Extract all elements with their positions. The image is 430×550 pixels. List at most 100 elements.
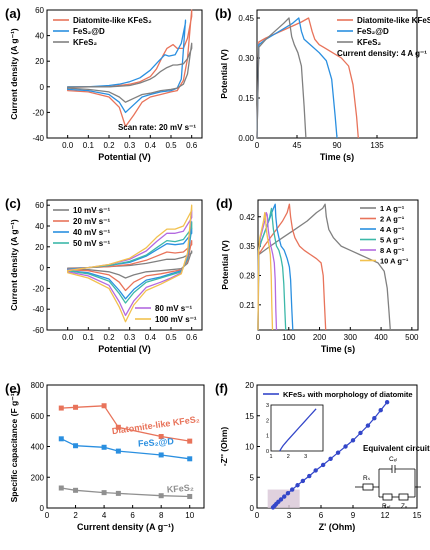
data-point	[350, 438, 356, 443]
legend-entry: 100 mV s⁻¹	[155, 315, 197, 324]
legend-entry: KFeS₂	[73, 38, 97, 47]
plot-frame	[256, 9, 418, 139]
data-point	[58, 405, 64, 411]
y-tick-label: 0	[40, 504, 45, 513]
legend-entry: 20 mV s⁻¹	[73, 217, 110, 226]
x-tick-label: 0	[45, 511, 50, 520]
data-point	[115, 448, 121, 454]
inset-y-tick-label: 3	[266, 403, 269, 409]
data-point	[187, 493, 193, 499]
data-point	[73, 404, 79, 410]
x-tick-label: 8	[159, 511, 164, 520]
y-tick-label: -40	[32, 134, 44, 143]
data-point	[285, 491, 291, 496]
circuit-resistor-rs	[362, 483, 374, 491]
data-point	[335, 450, 341, 455]
x-tick-label: 0	[255, 511, 260, 520]
data-point	[307, 473, 312, 479]
x-tick-label: 3	[287, 511, 292, 520]
panel-tag: (f)	[215, 381, 228, 396]
legend-entry: Diatomite-like KFeS₂	[73, 16, 152, 25]
y-tick-label: -60	[32, 326, 44, 335]
x-tick-label: 0.0	[62, 333, 74, 342]
series-line	[67, 250, 193, 279]
x-tick-label: 10	[185, 511, 194, 520]
legend-entry: 4 A g⁻¹	[380, 225, 405, 234]
x-tick-label: 0.1	[83, 333, 95, 342]
data-point	[158, 452, 164, 458]
y-tick-label: 600	[31, 412, 45, 421]
data-point	[328, 456, 333, 461]
x-tick-label: 0.1	[83, 141, 95, 150]
circuit-rct-label: Rₑₜ	[382, 503, 391, 510]
y-tick-label: 400	[31, 443, 45, 452]
panel-d: 0 100 200 300 400 500 0.21 0.28 0.35 0.42 Time (s)…	[216, 196, 419, 354]
x-tick-label: 2	[73, 511, 78, 520]
x-tick-label: 0.5	[165, 333, 177, 342]
plot-frame	[46, 199, 203, 331]
y-tick-label: 0.42	[239, 213, 255, 222]
data-point	[187, 456, 193, 462]
x-axis-label: Potential (V)	[98, 152, 151, 162]
panel-b: 0 45 90 135 0.00 0.15 0.30 0.45 Time (s) Potentia…	[215, 6, 430, 162]
y-tick-label: 0.28	[239, 271, 255, 280]
panel-e: 0 2 4 6 8 10 0 200 400 600 800 Current density (A g…	[5, 381, 205, 532]
y-tick-label: -20	[32, 108, 44, 117]
y-tick-label: 0	[250, 504, 255, 513]
series-line	[67, 204, 193, 323]
x-tick-label: 0.4	[145, 141, 157, 150]
x-tick-label: 4	[102, 511, 107, 520]
x-tick-label: 0.2	[103, 141, 115, 150]
data-point	[295, 483, 300, 488]
data-point	[187, 438, 193, 444]
inset-y-tick-label: 1	[266, 434, 269, 440]
panel-tag: (c)	[5, 196, 21, 211]
inset-frame	[270, 404, 324, 452]
data-point	[384, 400, 390, 405]
series-line	[67, 9, 193, 128]
y-tick-label: 200	[31, 473, 45, 482]
data-point	[73, 443, 79, 449]
x-tick-label: 400	[374, 333, 388, 342]
y-tick-label: 40	[35, 32, 44, 41]
y-axis-label: -Z'' (Ohm)	[219, 427, 229, 467]
series-line	[67, 221, 193, 304]
circuit-warburg	[398, 493, 409, 501]
x-tick-label: 0.4	[145, 333, 157, 342]
data-point	[378, 408, 383, 413]
series-line	[67, 239, 193, 292]
legend-entry: 8 A g⁻¹	[380, 246, 405, 255]
inset-x-tick-label: 3	[304, 454, 307, 460]
x-tick-label: 500	[405, 333, 419, 342]
data-point	[115, 424, 121, 430]
legend-entry: 10 mV s⁻¹	[73, 206, 110, 215]
circuit-title: Equivalent circuit	[363, 444, 430, 453]
x-axis-label: Z' (Ohm)	[319, 522, 356, 532]
data-point	[158, 493, 164, 499]
x-tick-label: 12	[381, 511, 390, 520]
circuit-resistor-rct	[382, 493, 393, 501]
data-point	[282, 494, 287, 499]
y-tick-label: 0.45	[238, 14, 254, 23]
y-tick-label: 5	[250, 473, 255, 482]
scan-rate-annotation: Scan rate: 20 mV s⁻¹	[118, 123, 196, 132]
data-point	[372, 416, 377, 421]
data-point	[58, 485, 64, 491]
x-tick-label: 9	[351, 511, 356, 520]
series-line	[257, 211, 278, 331]
inset-y-tick-label: 0	[266, 449, 269, 455]
x-tick-label: 0.3	[124, 141, 136, 150]
series-line	[257, 211, 274, 331]
legend-entry: Diatomite-like KFeS₂	[357, 16, 430, 25]
data-point	[358, 430, 363, 436]
circuit-cdl-label: Cₑₗ	[389, 456, 397, 463]
data-point	[73, 487, 79, 493]
x-tick-label: 6	[319, 511, 324, 520]
x-tick-label: 0.3	[124, 333, 136, 342]
inset-x-tick-label: 1	[269, 454, 272, 460]
zoom-region	[267, 489, 300, 508]
data-point	[313, 468, 318, 473]
y-tick-label: 10	[245, 443, 254, 452]
